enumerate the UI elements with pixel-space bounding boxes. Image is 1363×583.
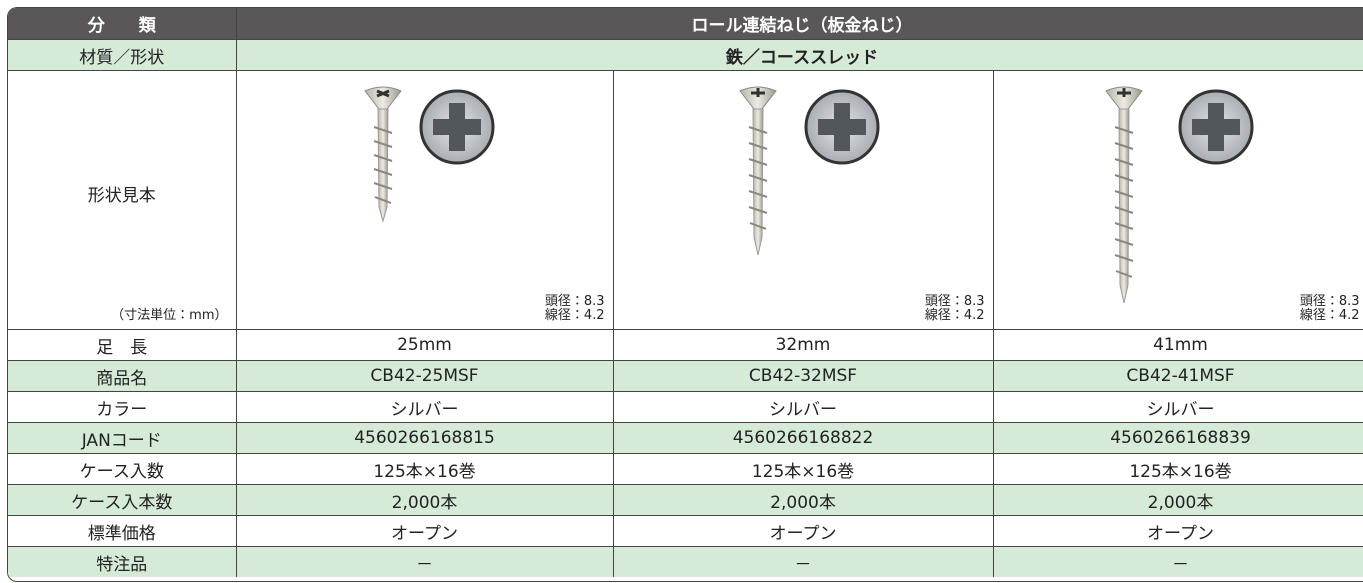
- cell-value: CB42-25MSF: [235, 360, 614, 392]
- cell-value: CB42-41MSF: [992, 360, 1363, 392]
- cell-value: 2,000本: [235, 484, 614, 516]
- spec-row: 足 長 25mm 32mm 41mm: [8, 329, 1363, 361]
- cell-value: 2,000本: [992, 484, 1363, 516]
- cell-value: 4560266168822: [612, 422, 994, 454]
- cell-value: 125本×16巻: [612, 453, 994, 485]
- dimension-note: 頭径：8.3 線径：4.2: [1300, 295, 1360, 323]
- head-diameter: 頭径：8.3: [544, 294, 605, 309]
- cell-value: シルバー: [992, 391, 1363, 423]
- screw-image: [738, 86, 879, 256]
- head-diameter: 頭径：8.3: [1299, 294, 1360, 309]
- cell-value: シルバー: [235, 391, 614, 423]
- cell-value: －: [612, 546, 994, 577]
- cell-value: －: [992, 546, 1363, 577]
- cell-value: オープン: [235, 515, 614, 547]
- sample-cell: 頭径：8.3 線径：4.2: [235, 70, 614, 330]
- dimension-note: 頭径：8.3 線径：4.2: [545, 295, 605, 323]
- cell-value: 41mm: [992, 329, 1363, 361]
- row-label: 足 長: [8, 329, 237, 361]
- row-label: JANコード: [8, 422, 237, 454]
- header-label: 分 類: [8, 8, 237, 40]
- wire-diameter: 線径：4.2: [544, 308, 605, 323]
- cell-value: 125本×16巻: [235, 453, 614, 485]
- cell-value: 25mm: [235, 329, 614, 361]
- cell-value: オープン: [612, 515, 994, 547]
- head-diameter: 頭径：8.3: [924, 294, 985, 309]
- screw-image: [363, 86, 494, 223]
- row-label: 形状見本: [87, 186, 156, 206]
- dimension-note: 頭径：8.3 線径：4.2: [925, 295, 985, 323]
- row-label: ケース入本数: [8, 484, 237, 516]
- row-label: 材質／形状: [8, 39, 237, 71]
- spec-row: JANコード 4560266168815 4560266168822 45602661…: [8, 422, 1363, 454]
- spec-row: 標準価格 オープン オープン オープン: [8, 515, 1363, 547]
- row-label: 標準価格: [8, 515, 237, 547]
- spec-row: カラー シルバー シルバー シルバー: [8, 391, 1363, 423]
- cell-value: シルバー: [612, 391, 994, 423]
- spec-row: 特注品－－－: [8, 546, 1363, 577]
- sample-label-cell: 形状見本 （寸法単位：mm）: [8, 70, 237, 330]
- row-label: 商品名: [8, 360, 237, 392]
- cell-value: 32mm: [612, 329, 994, 361]
- spec-table: 分 類 ロール連結ねじ（板金ねじ） 材質／形状 鉄／コーススレッド 形状見本 （…: [7, 7, 1363, 582]
- cell-value: オープン: [992, 515, 1363, 547]
- row-label: ケース入数: [8, 453, 237, 485]
- unit-note: （寸法単位：mm）: [111, 308, 228, 323]
- cell-value: －: [235, 546, 614, 577]
- sample-cell: 頭径：8.3 線径：4.2: [992, 70, 1363, 330]
- sample-cell: 頭径：8.3 線径：4.2: [612, 70, 994, 330]
- cell-value: CB42-32MSF: [612, 360, 994, 392]
- cell-value: 4560266168839: [992, 422, 1363, 454]
- header-value: ロール連結ねじ（板金ねじ）: [235, 8, 1363, 40]
- spec-row: 商品名 CB42-25MSF CB42-32MSF CB42-41MSF: [8, 360, 1363, 392]
- wire-diameter: 線径：4.2: [924, 308, 985, 323]
- wire-diameter: 線径：4.2: [1299, 308, 1360, 323]
- material-value: 鉄／コーススレッド: [235, 39, 1363, 71]
- spec-row: ケース入数 125本×16巻 125本×16巻 125本×16巻: [8, 453, 1363, 485]
- row-label: 特注品: [8, 546, 237, 577]
- row-label: カラー: [8, 391, 237, 423]
- cell-value: 125本×16巻: [992, 453, 1363, 485]
- screw-image: [1104, 86, 1253, 304]
- cell-value: 2,000本: [612, 484, 994, 516]
- cell-value: 4560266168815: [235, 422, 614, 454]
- spec-row: ケース入本数 2,000本 2,000本 2,000本: [8, 484, 1363, 516]
